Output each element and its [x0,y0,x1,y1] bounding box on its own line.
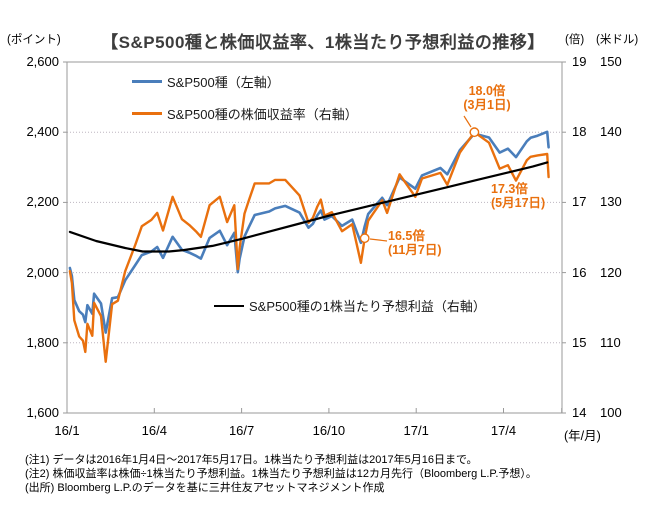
page-title: 【S&P500種と株価収益率、1株当たり予想利益の推移】 [101,33,545,52]
left-axis-unit-label: (ポイント) [7,34,61,46]
per-line-swatch-icon [132,112,162,115]
source-note: (出所) Bloomberg L.P.のデータを基に三井住友アセットマネジメント… [25,482,385,494]
annotation-marker-per-peak [469,127,480,138]
eps-line-swatch-icon [214,304,244,307]
footnote-2: (注2) 株価収益率は株価÷1株当たり予想利益。1株当たり予想利益は12カ月先行… [25,468,537,480]
x-axis-unit-label: (年/月) [564,429,601,443]
usd-axis-unit-label: (米ドル) [596,34,639,46]
legend-item-eps: S&P500種の1株当たり予想利益（右軸） [214,296,486,315]
annotation-leader-per-preelection [369,238,388,242]
legend-item-sp500: S&P500種（左軸） [132,72,280,91]
plot-border [66,61,563,414]
series-line-per [68,130,550,363]
legend-label-eps: S&P500種の1株当たり予想利益（右軸） [249,299,486,314]
legend-label-sp500: S&P500種（左軸） [167,75,280,90]
annotation-leader-per-peak [463,115,472,128]
series-line-eps [68,161,549,253]
legend-label-per: S&P500種の株価収益率（右軸） [167,107,358,122]
footnote-1: (注1) データは2016年1月4日～2017年5月17日。1株当たり予想利益は… [25,454,478,466]
per-axis-unit-label: (倍) [565,34,585,46]
annotation-marker-per-preelection [359,233,370,244]
sp500-line-swatch-icon [132,80,162,83]
legend-item-per: S&P500種の株価収益率（右軸） [132,104,358,123]
